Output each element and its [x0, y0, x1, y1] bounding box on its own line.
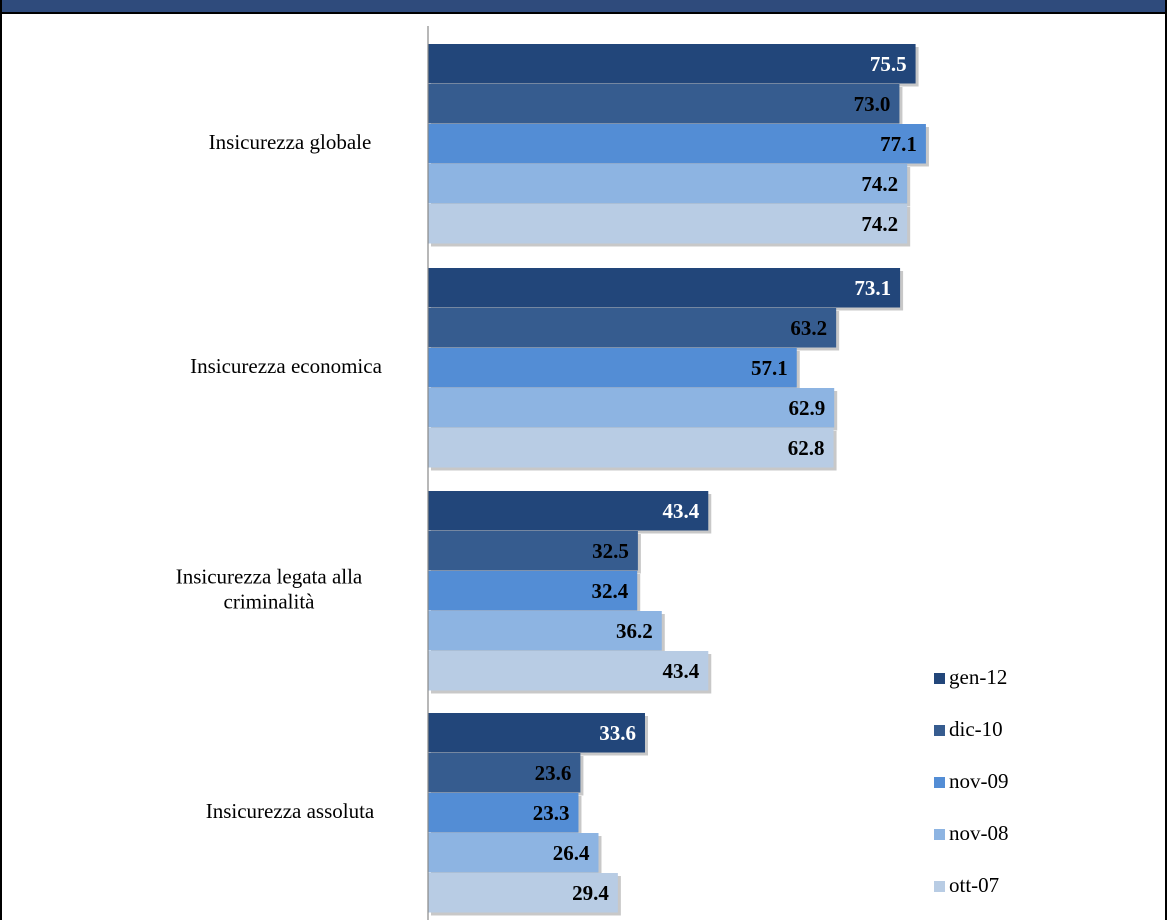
data-label-ott-07-0: 74.2 — [861, 212, 898, 236]
bar-dic-10-0 — [428, 84, 900, 124]
legend-label-dic-10: dic-10 — [949, 717, 1003, 741]
category-label-0: Insicurezza globale — [209, 130, 372, 154]
bar-dic-10-3 — [428, 753, 581, 793]
bar-gen-12-3 — [428, 713, 645, 753]
legend-swatch-ott-07 — [934, 881, 945, 892]
left-border — [0, 0, 2, 920]
bar-nov-09-0 — [428, 124, 926, 164]
data-label-gen-12-1: 73.1 — [854, 276, 891, 300]
data-label-gen-12-3: 33.6 — [599, 721, 636, 745]
legend-label-nov-09: nov-09 — [949, 769, 1009, 793]
bar-nov-08-3 — [428, 833, 599, 873]
bar-gen-12-1 — [428, 268, 901, 308]
bar-nov-09-2 — [428, 571, 638, 611]
category-label-2: criminalità — [224, 590, 316, 614]
data-label-ott-07-3: 29.4 — [572, 881, 609, 905]
data-label-nov-08-3: 26.4 — [553, 841, 590, 865]
bar-ott-07-3 — [428, 873, 618, 913]
legend-swatch-gen-12 — [934, 673, 945, 684]
right-border — [1165, 0, 1167, 920]
data-label-ott-07-2: 43.4 — [663, 659, 700, 683]
data-label-dic-10-0: 73.0 — [854, 92, 891, 116]
bar-nov-08-1 — [428, 388, 835, 428]
bar-nov-08-0 — [428, 164, 908, 204]
bar-ott-07-0 — [428, 204, 908, 244]
data-label-gen-12-0: 75.5 — [870, 52, 907, 76]
legend-swatch-nov-08 — [934, 829, 945, 840]
data-label-gen-12-2: 43.4 — [663, 499, 700, 523]
category-label-2: Insicurezza legata alla — [176, 565, 363, 589]
data-label-nov-09-1: 57.1 — [751, 356, 788, 380]
data-label-nov-08-0: 74.2 — [861, 172, 898, 196]
bar-gen-12-0 — [428, 44, 916, 84]
top-banner-bar — [0, 0, 1167, 14]
data-label-dic-10-3: 23.6 — [535, 761, 572, 785]
bar-ott-07-1 — [428, 428, 834, 468]
data-label-nov-09-3: 23.3 — [533, 801, 570, 825]
bar-nov-08-2 — [428, 611, 662, 651]
category-label-3: Insicurezza assoluta — [206, 799, 375, 823]
data-label-ott-07-1: 62.8 — [788, 436, 825, 460]
data-label-nov-09-2: 32.4 — [591, 579, 628, 603]
bar-dic-10-2 — [428, 531, 638, 571]
legend-swatch-nov-09 — [934, 777, 945, 788]
data-label-nov-09-0: 77.1 — [880, 132, 917, 156]
data-label-nov-08-2: 36.2 — [616, 619, 653, 643]
bar-nov-09-3 — [428, 793, 579, 833]
legend-label-nov-08: nov-08 — [949, 821, 1009, 845]
category-label-1: Insicurezza economica — [190, 354, 382, 378]
bar-dic-10-1 — [428, 308, 837, 348]
data-label-nov-08-1: 62.9 — [788, 396, 825, 420]
data-label-dic-10-2: 32.5 — [592, 539, 629, 563]
bar-nov-09-1 — [428, 348, 797, 388]
legend-label-ott-07: ott-07 — [949, 873, 999, 897]
legend-label-gen-12: gen-12 — [949, 665, 1007, 689]
bar-ott-07-2 — [428, 651, 709, 691]
data-label-dic-10-1: 63.2 — [790, 316, 827, 340]
bar-gen-12-2 — [428, 491, 709, 531]
legend-swatch-dic-10 — [934, 725, 945, 736]
